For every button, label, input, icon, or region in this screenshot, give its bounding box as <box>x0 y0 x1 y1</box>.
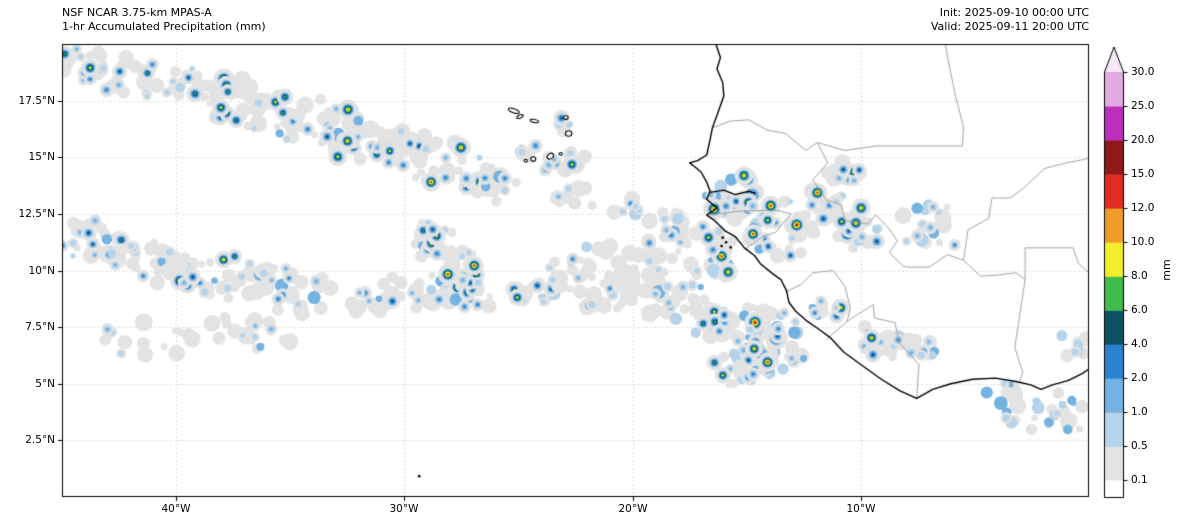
colorbar-tick-label: 0.5 <box>1131 440 1148 452</box>
ytick-label: 5°N <box>35 378 55 390</box>
product-title: 1-hr Accumulated Precipitation (mm) <box>62 20 266 33</box>
ytick-label: 12.5°N <box>18 208 55 220</box>
ytick-label: 7.5°N <box>25 321 55 333</box>
colorbar-tick-label: 12.0 <box>1131 202 1155 214</box>
colorbar-unit-label: mm <box>1160 259 1174 281</box>
colorbar-tick-label: 6.0 <box>1131 304 1148 316</box>
colorbar-tick-label: 25.0 <box>1131 100 1155 112</box>
colorbar-tick-label: 2.0 <box>1131 372 1148 384</box>
xtick-label: 20°W <box>618 503 648 515</box>
model-title: NSF NCAR 3.75-km MPAS-A <box>62 6 212 19</box>
ytick-label: 2.5°N <box>25 434 55 446</box>
colorbar-tick-label: 8.0 <box>1131 270 1148 282</box>
colorbar-tick-label: 10.0 <box>1131 236 1155 248</box>
colorbar-tick-label: 30.0 <box>1131 66 1155 78</box>
colorbar-tick-label: 15.0 <box>1131 168 1155 180</box>
valid-time: Valid: 2025-09-11 20:00 UTC <box>930 20 1089 33</box>
ytick-label: 10°N <box>28 265 55 277</box>
ytick-label: 17.5°N <box>18 95 55 107</box>
colorbar-tick-label: 20.0 <box>1131 134 1155 146</box>
xtick-label: 10°W <box>846 503 876 515</box>
init-time: Init: 2025-09-10 00:00 UTC <box>939 6 1089 19</box>
xtick-label: 30°W <box>389 503 419 515</box>
xtick-label: 40°W <box>161 503 191 515</box>
colorbar-tick-label: 1.0 <box>1131 406 1148 418</box>
colorbar-tick-label: 4.0 <box>1131 338 1148 350</box>
colorbar-tick-label: 0.1 <box>1131 474 1148 486</box>
ytick-label: 15°N <box>28 151 55 163</box>
